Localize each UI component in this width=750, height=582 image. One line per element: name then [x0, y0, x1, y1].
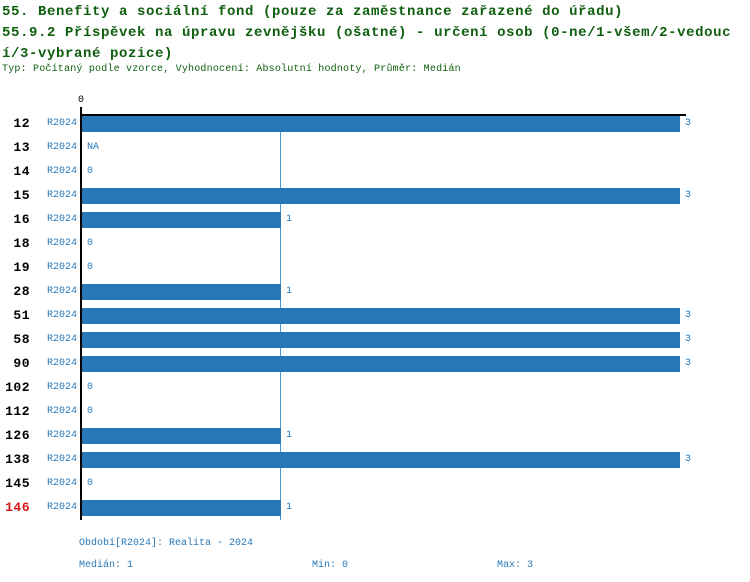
y-axis-line: [80, 107, 82, 520]
row-org-id: 146: [5, 500, 30, 515]
question-title-line-1: 55. Benefity a sociální fond (pouze za z…: [2, 4, 624, 20]
x-axis-line: [80, 114, 686, 116]
row-org-id: 58: [13, 332, 30, 347]
row-bar: [82, 308, 680, 324]
row-period-label: R2024: [46, 334, 77, 345]
row-org-id: 19: [13, 260, 30, 275]
row-org-id: 112: [5, 404, 30, 419]
footer-min-stat: Min: 0: [312, 560, 349, 571]
footer-period-label: Období[R2024]: Realita - 2024: [79, 538, 254, 549]
footer-max-stat: Max: 3: [497, 560, 534, 571]
row-value-label: 1: [286, 286, 293, 297]
row-org-id: 90: [13, 356, 30, 371]
row-bar: [82, 452, 680, 468]
row-org-id: 16: [13, 212, 30, 227]
row-period-label: R2024: [46, 190, 77, 201]
row-bar: [82, 116, 680, 132]
row-value-label: 0: [87, 382, 94, 393]
row-value-label: 3: [685, 310, 692, 321]
question-subtitle: Typ: Počítaný podle vzorce, Vyhodnocení:…: [2, 64, 461, 75]
row-org-id: 13: [13, 140, 30, 155]
row-value-label: 3: [685, 358, 692, 369]
row-value-label: 3: [685, 190, 692, 201]
row-bar: [82, 428, 281, 444]
row-value-label: 1: [286, 430, 293, 441]
row-org-id: 126: [5, 428, 30, 443]
row-period-label: R2024: [46, 406, 77, 417]
row-period-label: R2024: [46, 118, 77, 129]
row-bar: [82, 212, 281, 228]
row-value-label: 3: [685, 454, 692, 465]
row-value-label: 0: [87, 478, 94, 489]
question-title-line-3: í/3-vybrané pozice): [2, 46, 174, 62]
row-period-label: R2024: [46, 358, 77, 369]
row-value-label: 1: [286, 214, 293, 225]
row-value-label: 0: [87, 238, 94, 249]
row-org-id: 28: [13, 284, 30, 299]
row-org-id: 12: [13, 116, 30, 131]
row-period-label: R2024: [46, 310, 77, 321]
report-header: 55. Benefity a sociální fond (pouze za z…: [2, 2, 750, 65]
row-period-label: R2024: [46, 502, 77, 513]
row-period-label: R2024: [46, 262, 77, 273]
row-org-id: 138: [5, 452, 30, 467]
row-value-label: 0: [87, 406, 94, 417]
row-org-id: 145: [5, 476, 30, 491]
row-period-label: R2024: [46, 454, 77, 465]
row-org-id: 15: [13, 188, 30, 203]
row-period-label: R2024: [46, 478, 77, 489]
row-org-id: 102: [5, 380, 30, 395]
x-axis-tick-label-zero: 0: [77, 95, 84, 106]
row-period-label: R2024: [46, 382, 77, 393]
footer-median-stat: Medián: 1: [79, 560, 134, 571]
row-value-label: 0: [87, 166, 94, 177]
row-bar: [82, 332, 680, 348]
row-bar: [82, 188, 680, 204]
row-bar: [82, 356, 680, 372]
row-period-label: R2024: [46, 286, 77, 297]
row-period-label: R2024: [46, 238, 77, 249]
row-value-label: 0: [87, 262, 94, 273]
row-period-label: R2024: [46, 214, 77, 225]
row-period-label: R2024: [46, 142, 77, 153]
row-value-label: 3: [685, 334, 692, 345]
row-org-id: 51: [13, 308, 30, 323]
row-period-label: R2024: [46, 430, 77, 441]
row-org-id: 18: [13, 236, 30, 251]
row-org-id: 14: [13, 164, 30, 179]
row-value-label: NA: [87, 142, 100, 153]
row-period-label: R2024: [46, 166, 77, 177]
row-bar: [82, 284, 281, 300]
row-value-label: 1: [286, 502, 293, 513]
row-bar: [82, 500, 281, 516]
row-value-label: 3: [685, 118, 692, 129]
question-title-line-2: 55.9.2 Příspěvek na úpravu zevnějšku (oš…: [2, 25, 732, 41]
